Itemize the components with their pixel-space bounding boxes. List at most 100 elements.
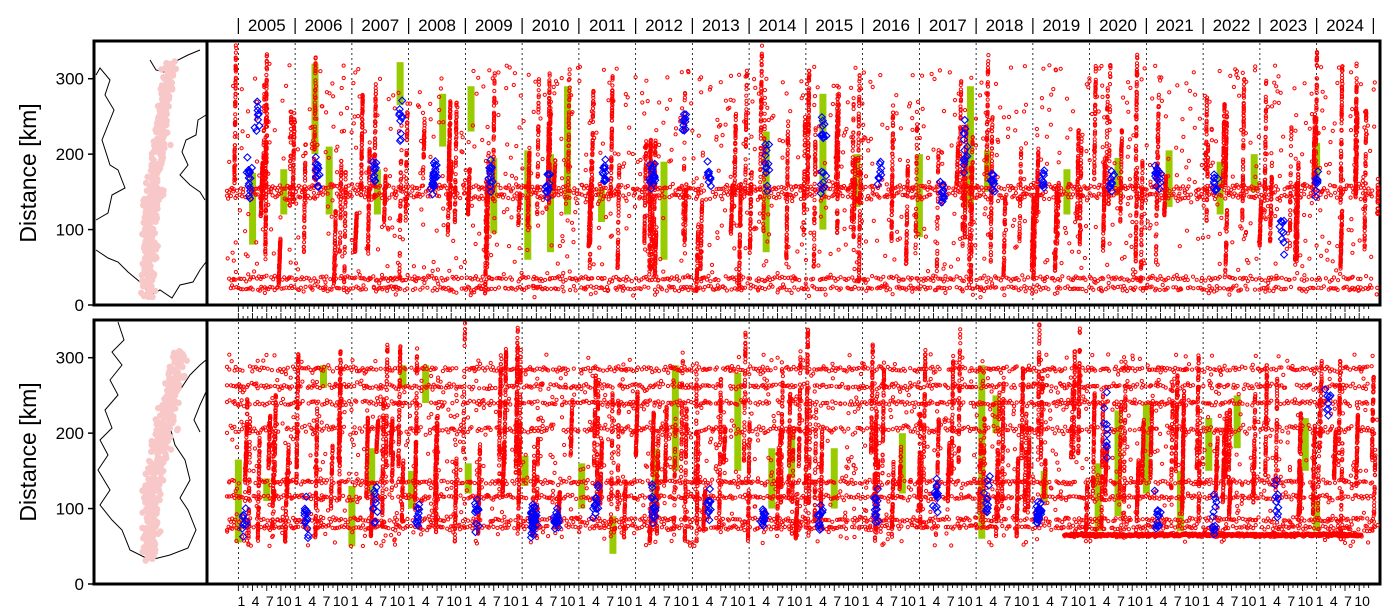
- epicenter-dot: [148, 542, 154, 548]
- month-label: 10: [1184, 593, 1200, 609]
- month-label: 4: [422, 593, 430, 609]
- epicenter-dot: [167, 434, 173, 440]
- year-label: 2012: [645, 16, 683, 35]
- epicenter-dot: [170, 72, 176, 78]
- epicenter-dot: [146, 258, 152, 264]
- month-label: 10: [900, 593, 916, 609]
- year-label: 2005: [248, 16, 286, 35]
- month-label: 1: [918, 593, 926, 609]
- month-label: 7: [1344, 593, 1352, 609]
- year-label: 2006: [305, 16, 343, 35]
- month-label: 7: [1060, 593, 1068, 609]
- month-label: 1: [1202, 593, 1210, 609]
- epicenter-dot: [155, 434, 161, 440]
- month-label: 7: [1231, 593, 1239, 609]
- epicenter-dot: [157, 107, 163, 113]
- y-tick-label: 300: [56, 349, 84, 368]
- month-label: 10: [1298, 593, 1314, 609]
- epicenter-dot: [163, 122, 169, 128]
- month-label: 7: [436, 593, 444, 609]
- epicenter-dot: [151, 200, 157, 206]
- month-label: 7: [379, 593, 387, 609]
- top-timeseries-frame: [207, 41, 1380, 305]
- epicenter-dot: [140, 261, 146, 267]
- month-label: 7: [1004, 593, 1012, 609]
- month-label: 4: [1216, 593, 1224, 609]
- year-label: 2014: [759, 16, 797, 35]
- year-label: 2009: [475, 16, 513, 35]
- month-label: 4: [876, 593, 884, 609]
- year-label: 2020: [1099, 16, 1137, 35]
- year-label: 2017: [929, 16, 967, 35]
- epicenter-dot: [154, 463, 160, 469]
- month-label: 1: [1259, 593, 1267, 609]
- month-label: 4: [1330, 593, 1338, 609]
- y-tick-label: 100: [56, 500, 84, 519]
- month-label: 1: [521, 593, 529, 609]
- epicenter-dot: [142, 209, 148, 215]
- year-label: 2013: [702, 16, 740, 35]
- month-label: 1: [578, 593, 586, 609]
- month-label: 10: [957, 593, 973, 609]
- epicenter-dot: [160, 84, 166, 90]
- epicenter-dot: [160, 140, 166, 146]
- month-label: 1: [748, 593, 756, 609]
- epicenter-dot: [162, 442, 168, 448]
- epicenter-dot: [166, 375, 172, 381]
- epicenter-dot: [167, 425, 173, 431]
- year-label: 2016: [872, 16, 910, 35]
- epicenter-dot: [144, 188, 150, 194]
- epicenter-dot: [178, 353, 184, 359]
- month-label: 4: [762, 593, 770, 609]
- epicenter-dot: [167, 142, 173, 148]
- epicenter-dot: [152, 188, 158, 194]
- year-label: 2015: [815, 16, 853, 35]
- month-label: 10: [617, 593, 633, 609]
- month-label: 10: [1354, 593, 1370, 609]
- epicenter-dot: [169, 391, 175, 397]
- epicenter-dot: [154, 121, 160, 127]
- epicenter-dot: [175, 426, 181, 432]
- month-label: 1: [351, 593, 359, 609]
- month-label: 1: [635, 593, 643, 609]
- y-tick-label: 100: [56, 221, 84, 240]
- month-label: 7: [1174, 593, 1182, 609]
- month-label: 7: [663, 593, 671, 609]
- month-label: 4: [819, 593, 827, 609]
- bottom-y-axis-label: Distance [km]: [15, 382, 41, 521]
- month-label: 4: [308, 593, 316, 609]
- top-y-axis-label: Distance [km]: [15, 103, 41, 242]
- epicenter-dot: [151, 513, 157, 519]
- year-label: 2021: [1156, 16, 1194, 35]
- year-label: 2024: [1326, 16, 1364, 35]
- epicenter-dot: [142, 240, 148, 246]
- epicenter-dot: [150, 533, 156, 539]
- epicenter-dot: [144, 509, 150, 515]
- epicenter-dot: [177, 361, 183, 367]
- month-label: 1: [975, 593, 983, 609]
- month-label: 10: [787, 593, 803, 609]
- month-label: 1: [237, 593, 245, 609]
- month-label: 7: [550, 593, 558, 609]
- epicenter-dot: [162, 108, 168, 114]
- month-label: 7: [1287, 593, 1295, 609]
- year-label: 2022: [1213, 16, 1251, 35]
- y-tick-label: 200: [56, 424, 84, 443]
- month-label: 4: [592, 593, 600, 609]
- y-tick-label: 300: [56, 70, 84, 89]
- y-tick-label: 200: [56, 145, 84, 164]
- epicenter-dot: [164, 129, 170, 135]
- year-label: 2018: [986, 16, 1024, 35]
- y-tick-label: 0: [75, 296, 84, 315]
- month-label: 10: [276, 593, 292, 609]
- month-label: 4: [252, 593, 260, 609]
- epicenter-dot: [168, 398, 174, 404]
- month-label: 4: [1046, 593, 1054, 609]
- year-label: 2010: [532, 16, 570, 35]
- month-label: 7: [266, 593, 274, 609]
- month-label: 7: [720, 593, 728, 609]
- month-label: 4: [706, 593, 714, 609]
- epicenter-dot: [172, 374, 178, 380]
- epicenter-dot: [145, 502, 151, 508]
